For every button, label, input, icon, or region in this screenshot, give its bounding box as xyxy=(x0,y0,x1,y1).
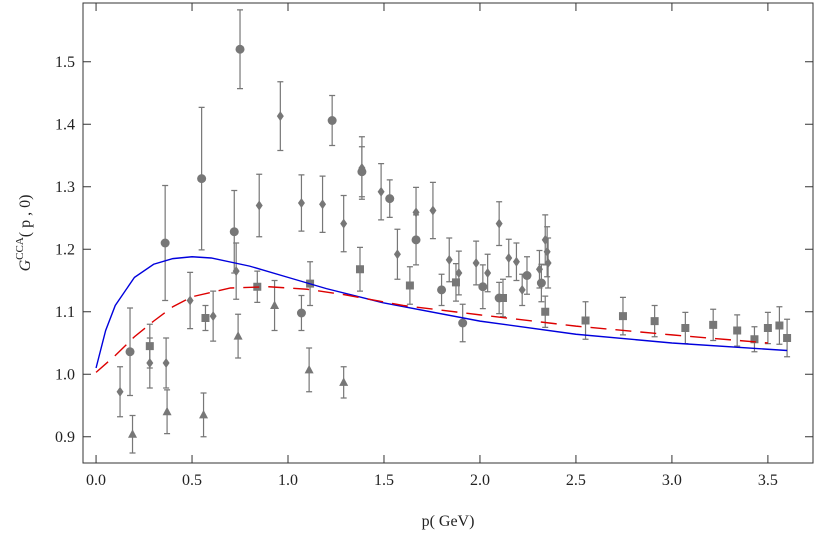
point xyxy=(319,199,327,210)
point xyxy=(505,253,513,263)
point xyxy=(783,334,792,342)
point xyxy=(304,364,314,374)
curve xyxy=(95,286,768,373)
y-tick-label: 1.4 xyxy=(55,116,75,133)
y-axis-label: GCCA( p , 0) xyxy=(14,195,34,272)
point xyxy=(429,205,437,216)
point xyxy=(775,321,784,330)
point xyxy=(733,326,742,335)
point xyxy=(512,256,520,267)
point xyxy=(495,218,503,229)
point xyxy=(451,278,460,287)
point xyxy=(536,278,546,288)
point xyxy=(276,111,284,122)
point xyxy=(377,186,385,197)
point xyxy=(186,295,194,306)
point xyxy=(297,198,305,208)
x-tick-label: 2.5 xyxy=(566,472,586,489)
curve xyxy=(95,256,788,369)
point xyxy=(358,163,366,173)
point xyxy=(618,312,627,321)
point xyxy=(270,300,280,309)
point xyxy=(498,294,507,302)
point xyxy=(518,284,526,295)
point xyxy=(535,264,543,275)
point xyxy=(681,324,690,332)
point xyxy=(296,308,306,318)
point xyxy=(455,268,463,278)
point xyxy=(116,386,124,397)
point xyxy=(412,207,420,218)
point xyxy=(445,254,453,265)
point xyxy=(128,429,138,438)
point xyxy=(405,281,414,290)
point xyxy=(162,358,170,368)
point xyxy=(385,194,395,204)
point xyxy=(484,268,492,278)
point xyxy=(543,246,551,257)
point xyxy=(544,258,552,268)
point xyxy=(650,317,659,326)
x-axis-label: p( GeV) xyxy=(422,513,475,530)
y-label-main: G xyxy=(17,259,34,271)
point xyxy=(393,249,401,260)
point xyxy=(327,116,337,125)
y-tick-label: 1.2 xyxy=(55,241,75,258)
point xyxy=(160,238,170,248)
y-tick-label: 0.9 xyxy=(55,429,75,446)
point xyxy=(209,311,217,322)
point xyxy=(355,265,364,274)
point xyxy=(125,347,135,357)
x-tick-label: 1.5 xyxy=(374,472,394,489)
point xyxy=(199,409,209,419)
x-tick-label: 3.0 xyxy=(662,472,682,489)
point xyxy=(197,174,207,184)
point xyxy=(232,266,240,277)
x-tick-label: 0.5 xyxy=(182,472,202,489)
point xyxy=(233,331,243,340)
point xyxy=(145,342,154,351)
point xyxy=(255,200,263,211)
y-label-sup: CCA xyxy=(14,237,26,260)
point xyxy=(472,258,480,268)
point xyxy=(478,282,488,292)
point xyxy=(229,227,239,237)
plot-frame xyxy=(82,2,814,464)
y-label-rest: ( p , 0) xyxy=(17,195,34,238)
point xyxy=(750,335,759,344)
x-tick-label: 0.0 xyxy=(86,472,106,489)
point xyxy=(522,271,532,280)
point xyxy=(541,307,550,316)
point xyxy=(235,44,245,54)
y-tick-label: 1.1 xyxy=(55,304,75,321)
point xyxy=(339,377,349,386)
point xyxy=(437,285,447,295)
y-tick-label: 1.3 xyxy=(55,179,75,196)
x-tick-label: 3.5 xyxy=(758,472,778,489)
point xyxy=(162,406,172,416)
point xyxy=(201,314,210,322)
y-tick-label: 1.0 xyxy=(55,366,75,383)
y-tick-label: 1.5 xyxy=(55,54,75,71)
x-tick-label: 2.0 xyxy=(470,472,490,489)
point xyxy=(458,318,468,328)
x-tick-label: 1.0 xyxy=(278,472,298,489)
point xyxy=(709,320,718,329)
point xyxy=(340,218,348,229)
point xyxy=(763,324,772,332)
point xyxy=(581,316,590,325)
